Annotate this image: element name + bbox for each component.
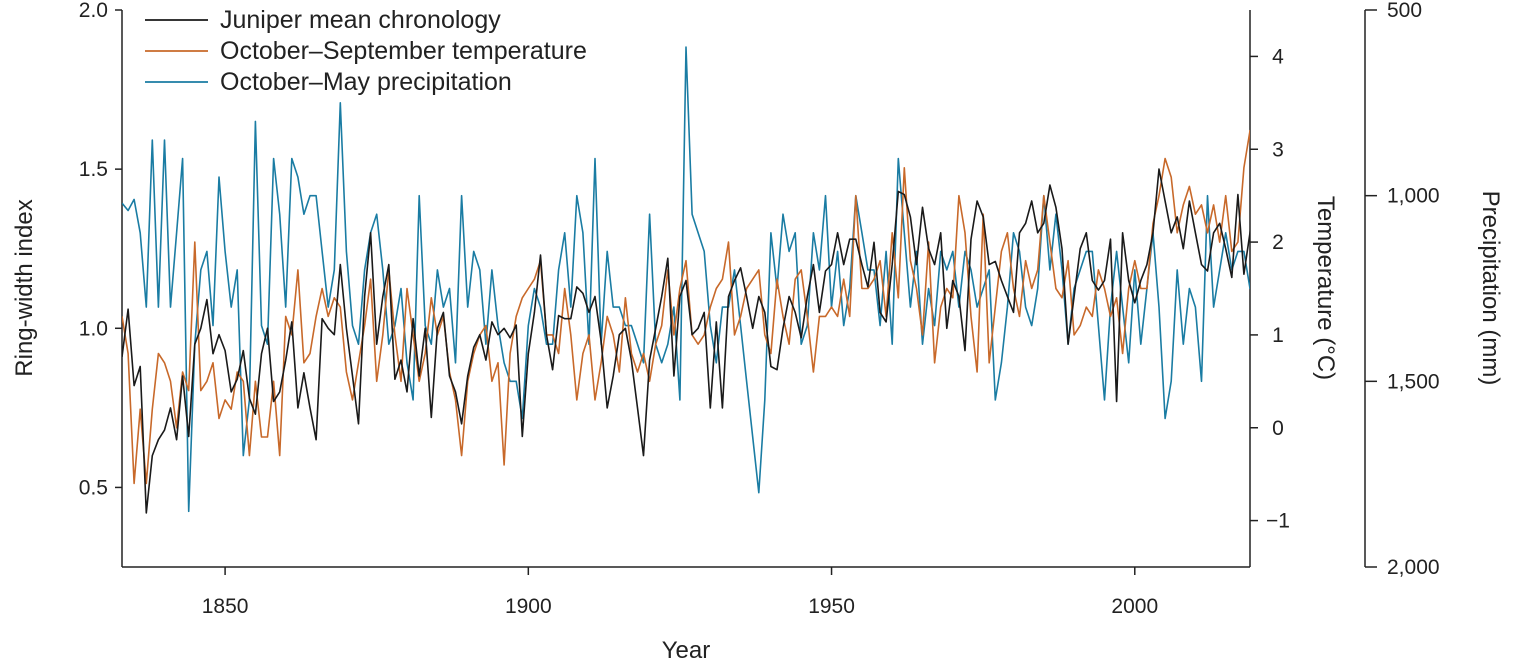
temperature-axis-title: Temperature (°C): [1312, 196, 1339, 380]
left-y-axis-title: Ring-width index: [11, 199, 38, 376]
precipitation-tick-label: 500: [1387, 0, 1422, 22]
left-y-tick-label: 1.0: [79, 317, 108, 340]
legend: Juniper mean chronology October–Septembe…: [145, 6, 587, 96]
left-y-tick-label: 2.0: [79, 0, 108, 22]
series-line-temperature: [122, 129, 1250, 485]
precipitation-tick-label: 1,000: [1387, 185, 1440, 208]
left-y-ticks: 0.5 1.0 1.5 2.0: [79, 0, 122, 499]
temperature-tick-label: 3: [1272, 138, 1284, 161]
x-ticks: 1850 1900 1950 2000: [202, 567, 1158, 618]
temperature-tick-label: −1: [1266, 510, 1290, 533]
x-axis-title: Year: [662, 637, 711, 664]
temperature-tick-label: 2: [1272, 231, 1284, 254]
left-y-tick-label: 0.5: [79, 476, 108, 499]
temperature-ticks: −1 0 1 2 3 4: [1250, 45, 1290, 533]
temperature-tick-label: 4: [1272, 45, 1284, 68]
legend-label-temperature: October–September temperature: [220, 37, 587, 65]
legend-label-precipitation: October–May precipitation: [220, 68, 512, 96]
series-line-precipitation: [122, 46, 1250, 513]
precipitation-axis-title: Precipitation (mm): [1477, 191, 1504, 386]
x-tick-label: 2000: [1111, 595, 1158, 618]
x-tick-label: 1850: [202, 595, 249, 618]
x-tick-label: 1900: [505, 595, 552, 618]
precipitation-ticks: 500 1,000 1,500 2,000: [1365, 0, 1440, 579]
series-line-juniper: [122, 168, 1250, 514]
precipitation-tick-label: 1,500: [1387, 370, 1440, 393]
left-y-tick-label: 1.5: [79, 158, 108, 181]
precipitation-tick-label: 2,000: [1387, 556, 1440, 579]
legend-label-juniper: Juniper mean chronology: [220, 6, 501, 34]
x-tick-label: 1950: [808, 595, 855, 618]
temperature-tick-label: 1: [1272, 324, 1284, 347]
temperature-tick-label: 0: [1272, 417, 1284, 440]
